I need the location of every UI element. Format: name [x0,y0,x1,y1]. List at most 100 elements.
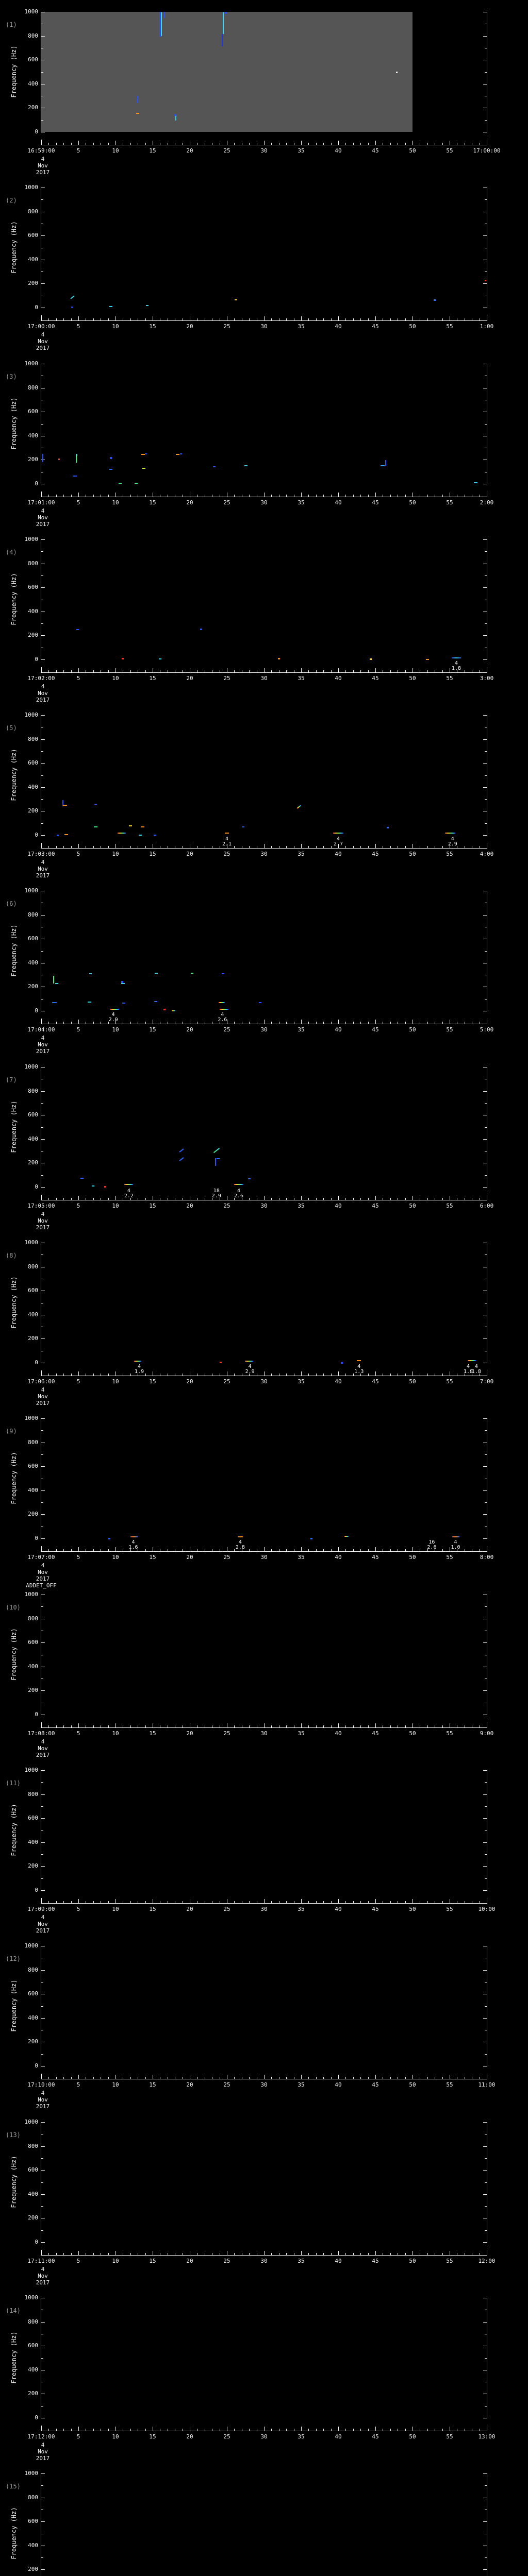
x-axis-tick [338,1020,339,1024]
detection-mark [158,658,161,659]
x-axis-tick [368,846,369,848]
x-axis-tick [442,2429,443,2431]
x-axis-tick [71,2253,72,2255]
x-start-time-label: 17:00:00 [27,323,55,330]
x-axis-tick [264,316,265,320]
right-axis-tick [485,423,487,425]
x-tick-label: 35 [298,2433,305,2440]
x-axis-tick [145,670,146,672]
right-axis-tick [483,1970,487,1971]
x-axis-tick [390,2253,391,2255]
x-tick-label: 25 [223,2258,230,2264]
x-axis-tick [264,1196,265,1200]
x-axis-tick [93,318,94,320]
y-axis-tick [41,1187,45,1188]
x-tick-label: 40 [335,323,342,330]
x-axis-tick [264,668,265,672]
x-axis-tick [338,1547,339,1551]
x-tick-label: 20 [186,2258,193,2264]
x-tick-label: 15 [149,1378,156,1385]
x-axis-tick [308,670,309,672]
right-axis-tick [485,2206,487,2207]
x-axis-tick [130,1198,131,1200]
y-tick-label: 0 [35,1183,38,1190]
x-axis-tick [368,1901,369,1903]
detection-mark [71,307,74,309]
detection-score-label: 2.9 [448,841,457,847]
x-tick-label: 20 [186,675,193,682]
x-date-label: Nov [38,1569,48,1575]
detection-mark [234,299,237,301]
x-axis-tick [78,1196,79,1200]
y-axis-tick [41,1466,45,1467]
y-axis-tick [41,659,45,660]
detection-mark [145,453,147,455]
x-tick-label: 20 [186,147,193,154]
detection-mark [42,453,43,462]
detection-score-label: 2.8 [235,1545,245,1550]
x-axis-tick [93,2429,94,2431]
x-tick-label: 30 [260,1026,268,1033]
x-tick-label: 55 [446,499,453,506]
x-axis-tick [405,2077,406,2079]
y-axis-tick [41,2158,43,2159]
y-axis-tick [41,1794,45,1795]
detection-mark [344,1536,349,1537]
x-tick-label: 55 [446,2081,453,2088]
right-axis-tick [483,763,487,764]
detection-mark [225,833,229,834]
x-axis-tick [405,143,406,145]
x-axis-tick [360,1725,361,1727]
x-axis-tick [286,1725,287,1727]
x-tick-label: 10 [112,2081,119,2088]
x-axis-tick [375,844,376,848]
x-date-label: Nov [38,1921,48,1927]
detection-mark [135,483,138,484]
x-axis-tick [264,1547,265,1551]
y-axis-tick [41,914,45,916]
x-axis-tick [368,1725,369,1727]
x-axis-tick [130,846,131,848]
x-axis-line [41,1727,487,1728]
x-axis-tick [442,1901,443,1903]
x-tick-label: 35 [298,2258,305,2264]
x-axis-tick [249,1374,250,1376]
detection-count-label: 4 [466,1364,470,1369]
x-tick-label: 20 [186,323,193,330]
right-axis-tick [483,1139,487,1140]
y-axis-tick [41,1690,45,1691]
detection-mark [219,1008,228,1010]
right-axis-tick [483,1770,487,1771]
detection-mark [137,96,139,104]
x-tick-label: 30 [260,1202,268,1209]
x-date-label: 2017 [36,697,50,703]
x-axis-tick [56,670,57,672]
detection-score-label: 2.2 [124,1193,134,1199]
x-tick-label: 50 [409,675,416,682]
detection-mark [138,835,142,836]
detection-mark [468,1360,476,1362]
x-tick-label: 40 [335,1026,342,1033]
y-axis-tick [41,235,45,236]
detection-count-label: 4 [225,836,229,842]
detection-mark [124,1184,134,1185]
x-axis-tick [375,2427,376,2431]
detection-mark [190,973,193,974]
x-axis-tick [286,2077,287,2079]
x-tick-label: 55 [446,1378,453,1385]
x-axis-tick [108,670,109,672]
x-tick-label: 15 [149,1026,156,1033]
y-tick-label: 600 [28,2342,38,2349]
x-axis-tick [316,1198,317,1200]
x-axis-tick [427,1374,428,1376]
spectrogram-panel: (7) 0 200 400 600 800 1000 Frequency (Hz) 5 10 15 2… [0,1055,528,1231]
x-axis-tick [331,1725,332,1727]
y-tick-label: 200 [28,2566,38,2573]
x-axis-tick [271,2077,272,2079]
detection-mark [134,1360,142,1362]
x-axis-tick [286,846,287,848]
y-tick-label: 1000 [24,711,39,718]
x-axis-tick [390,1725,391,1727]
x-axis-tick [108,2253,109,2255]
x-axis-tick [130,1549,131,1551]
